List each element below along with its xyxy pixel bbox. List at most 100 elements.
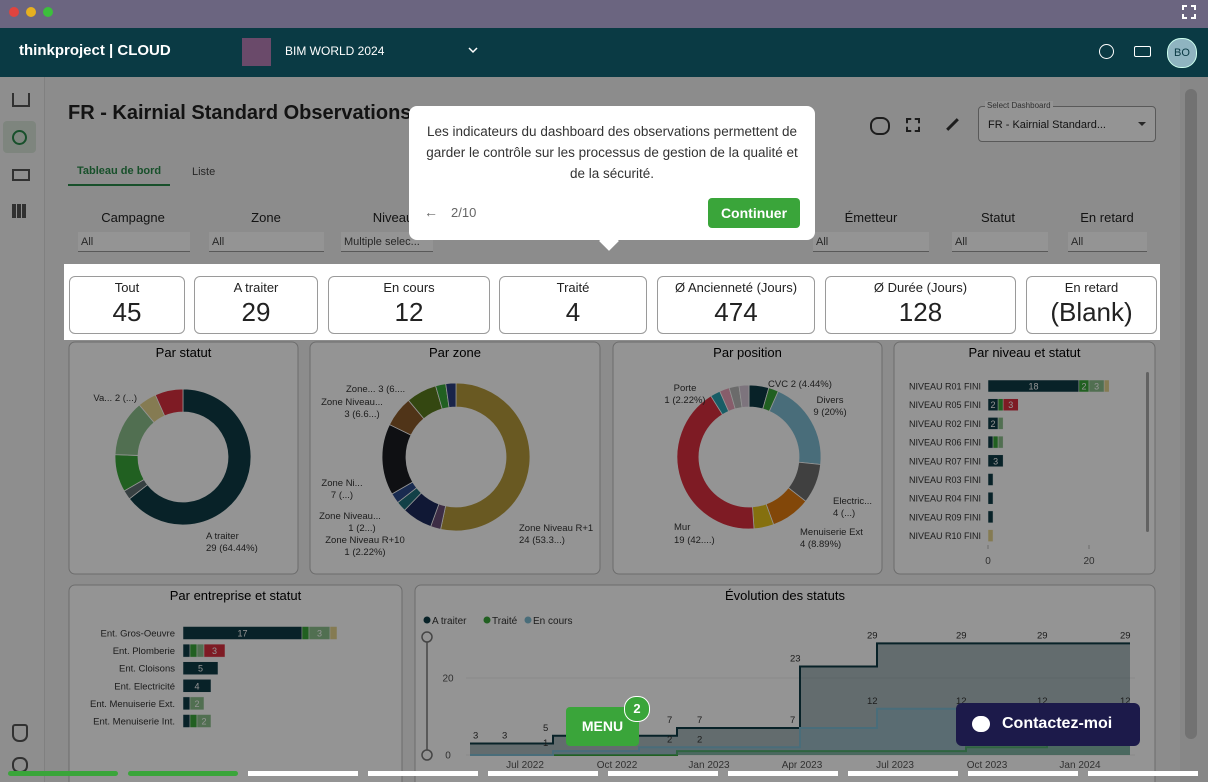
tooltip-back[interactable]: ← bbox=[424, 204, 438, 220]
row-label: NIVEAU R03 FINI bbox=[909, 475, 981, 485]
scroll-track bbox=[1146, 372, 1149, 532]
legend-label: A traiter bbox=[432, 616, 467, 627]
help-icon[interactable] bbox=[1099, 44, 1114, 59]
kpi-card: Ø Ancienneté (Jours) 474 bbox=[657, 276, 815, 334]
y-tick-label: 0 bbox=[445, 751, 451, 762]
row-label: NIVEAU R07 FINI bbox=[909, 456, 981, 466]
point-label: 5 bbox=[543, 723, 548, 734]
bar-segment bbox=[196, 643, 205, 658]
project-name[interactable]: BIM WORLD 2024 bbox=[285, 44, 385, 58]
tour-tooltip: Les indicateurs du dashboard des observa… bbox=[409, 106, 815, 251]
kpi-value: 474 bbox=[714, 297, 758, 327]
donut-label: Mur bbox=[674, 522, 690, 533]
row-label: Ent. Plomberie bbox=[113, 646, 175, 657]
bar-segment bbox=[182, 661, 219, 675]
kpi-value: 4 bbox=[565, 297, 581, 327]
slider-handle[interactable] bbox=[421, 631, 433, 643]
min-dot[interactable] bbox=[26, 7, 36, 17]
legend-dot bbox=[483, 616, 491, 624]
kpi-value: (Blank) bbox=[1050, 297, 1133, 327]
apps-icon[interactable] bbox=[12, 204, 26, 218]
home-icon[interactable] bbox=[12, 93, 30, 107]
point-label: 2 bbox=[667, 734, 672, 745]
menu-badge: 2 bbox=[624, 696, 650, 722]
donut-label: A traiter bbox=[206, 531, 239, 542]
x-tick-label: 0 bbox=[985, 556, 991, 567]
x-tick-label: Apr 2023 bbox=[782, 760, 823, 771]
kpi-value: 12 bbox=[394, 297, 424, 327]
point-label: 23 bbox=[790, 653, 801, 664]
donut-segment bbox=[676, 395, 755, 530]
row-label: Ent. Electricité bbox=[114, 681, 175, 692]
filter-select[interactable]: All bbox=[209, 232, 324, 252]
filter-select[interactable]: All bbox=[78, 232, 190, 252]
academy-icon[interactable] bbox=[1134, 46, 1151, 57]
legend-dot bbox=[423, 616, 431, 624]
donut-segment bbox=[445, 382, 457, 408]
scrollbar bbox=[1180, 77, 1208, 782]
row-label: NIVEAU R02 FINI bbox=[909, 419, 981, 429]
filter-select[interactable]: All bbox=[1068, 232, 1147, 252]
filter-select[interactable]: All bbox=[952, 232, 1048, 252]
tab[interactable]: Liste bbox=[192, 166, 216, 178]
slider-handle[interactable] bbox=[421, 749, 433, 761]
select-label: Select Dashboard bbox=[985, 101, 1053, 110]
shield-icon[interactable] bbox=[12, 724, 28, 742]
tools-icon[interactable] bbox=[12, 169, 30, 181]
kpi-label: Ø Durée (Jours) bbox=[873, 280, 968, 295]
tooltip-text: Les indicateurs du dashboard des observa… bbox=[426, 124, 798, 181]
bar-segment bbox=[987, 473, 994, 486]
max-dot[interactable] bbox=[43, 7, 53, 17]
bar-value: 3 bbox=[317, 629, 322, 639]
point-label: 7 bbox=[790, 715, 795, 726]
history-icon[interactable] bbox=[870, 117, 890, 135]
chart-title: Évolution des statuts bbox=[725, 588, 845, 603]
donut-segment bbox=[440, 382, 531, 532]
fullscreen-icon[interactable] bbox=[1182, 5, 1196, 19]
avatar[interactable]: BO bbox=[1167, 38, 1197, 68]
bar-value: 4 bbox=[194, 681, 199, 691]
point-label: 7 bbox=[667, 715, 672, 726]
bar-segment bbox=[182, 696, 191, 711]
chart-card bbox=[68, 341, 299, 575]
filter-label: Niveau bbox=[372, 210, 414, 225]
bar-segment bbox=[997, 398, 1004, 411]
bar-segment bbox=[1002, 398, 1019, 411]
point-label: 29 bbox=[956, 630, 967, 641]
bar-segment bbox=[987, 529, 994, 542]
kpi-band: Tout 45 A traiter 29 En cours 12 Traité 4 Ø Anci… bbox=[64, 264, 1160, 340]
donut-label: 1 (2.22%) bbox=[344, 547, 385, 558]
donut-label: Zone Niveau R+10 bbox=[325, 535, 404, 546]
bar-value: 2 bbox=[991, 400, 996, 410]
bar-value: 2 bbox=[201, 717, 206, 727]
donut-label: 3 (6.6...) bbox=[344, 409, 379, 420]
expand-icon[interactable] bbox=[906, 118, 920, 132]
bar-value: 3 bbox=[1008, 400, 1013, 410]
contact-button[interactable]: Contactez-moi bbox=[956, 703, 1140, 746]
progress bbox=[0, 771, 1208, 777]
continue-button[interactable]: Continuer bbox=[708, 198, 800, 228]
legend-label: Traité bbox=[492, 616, 518, 627]
bar-value: 3 bbox=[1094, 382, 1099, 392]
x-tick-label: Jan 2023 bbox=[688, 760, 730, 771]
kpi-card: A traiter 29 bbox=[194, 276, 318, 334]
bar-value: 2 bbox=[194, 699, 199, 709]
donut-label: Zone Niveau... bbox=[319, 511, 381, 522]
kpi-label: En cours bbox=[383, 280, 435, 295]
dashboard-icon[interactable] bbox=[3, 121, 36, 153]
tab-active[interactable]: Tableau de bord bbox=[68, 165, 171, 186]
filter-select[interactable]: All bbox=[813, 232, 929, 252]
dashboard-select[interactable]: Select Dashboard FR - Kairnial Standard.… bbox=[978, 101, 1156, 142]
point-label: 7 bbox=[697, 715, 702, 726]
chat-icon bbox=[972, 716, 990, 732]
donut-label: 19 (42....) bbox=[674, 535, 715, 546]
donut-label: 1 (2.22%) bbox=[664, 395, 705, 406]
donut-label: Menuiserie Ext bbox=[800, 527, 863, 538]
close-dot[interactable] bbox=[9, 7, 19, 17]
donut-label: Electric... bbox=[833, 496, 872, 507]
chart-card bbox=[893, 341, 1156, 575]
kpi-label: Ø Ancienneté (Jours) bbox=[674, 280, 798, 295]
chevron[interactable] bbox=[468, 47, 478, 55]
bar-value: 2 bbox=[1081, 382, 1086, 392]
